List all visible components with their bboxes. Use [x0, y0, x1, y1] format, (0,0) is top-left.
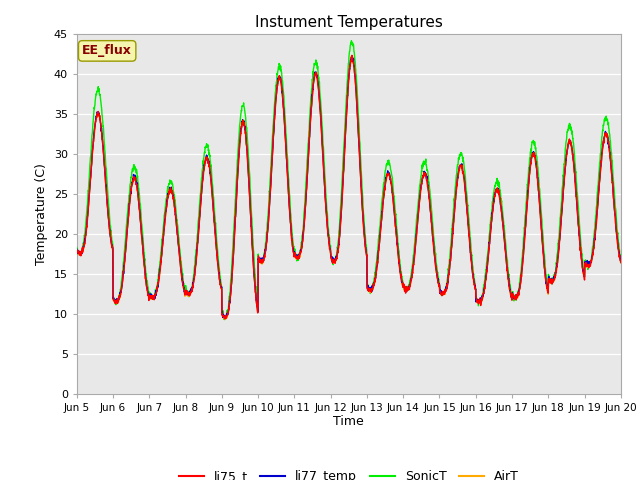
AirT [348, 53, 356, 59]
AirT [584, 264, 592, 269]
SonicT [225, 300, 232, 306]
AirT [508, 292, 515, 298]
AirT [222, 316, 230, 322]
SonicT [221, 317, 228, 323]
AirT [377, 224, 385, 229]
SonicT [348, 38, 355, 44]
SonicT [617, 252, 625, 258]
li77_temp [365, 286, 372, 292]
li75_t [73, 248, 81, 253]
Line: AirT: AirT [77, 56, 621, 319]
AirT [570, 156, 577, 162]
Legend: li75_t, li77_temp, SonicT, AirT: li75_t, li77_temp, SonicT, AirT [173, 465, 524, 480]
li77_temp [570, 157, 577, 163]
li77_temp [225, 307, 232, 313]
li77_temp [348, 53, 356, 59]
Line: li77_temp: li77_temp [77, 56, 621, 318]
AirT [365, 286, 372, 292]
li75_t [584, 264, 592, 269]
li75_t [348, 52, 356, 58]
Y-axis label: Temperature (C): Temperature (C) [35, 163, 48, 264]
Line: li75_t: li75_t [77, 55, 621, 319]
li77_temp [508, 294, 515, 300]
Title: Instument Temperatures: Instument Temperatures [255, 15, 443, 30]
li77_temp [221, 315, 228, 321]
X-axis label: Time: Time [333, 415, 364, 429]
li75_t [225, 305, 232, 311]
li75_t [365, 286, 372, 291]
SonicT [584, 263, 592, 269]
SonicT [73, 246, 81, 252]
SonicT [508, 291, 515, 297]
AirT [73, 247, 81, 252]
li77_temp [73, 246, 81, 252]
li75_t [617, 260, 625, 265]
Text: EE_flux: EE_flux [82, 44, 132, 58]
AirT [225, 307, 232, 313]
li77_temp [377, 224, 385, 229]
li75_t [221, 316, 228, 322]
SonicT [570, 140, 577, 145]
SonicT [365, 287, 372, 292]
li75_t [377, 227, 385, 232]
li77_temp [584, 263, 592, 268]
li75_t [570, 155, 577, 160]
SonicT [377, 213, 385, 218]
li77_temp [617, 256, 625, 262]
li75_t [508, 293, 515, 299]
Line: SonicT: SonicT [77, 41, 621, 320]
AirT [617, 260, 625, 265]
